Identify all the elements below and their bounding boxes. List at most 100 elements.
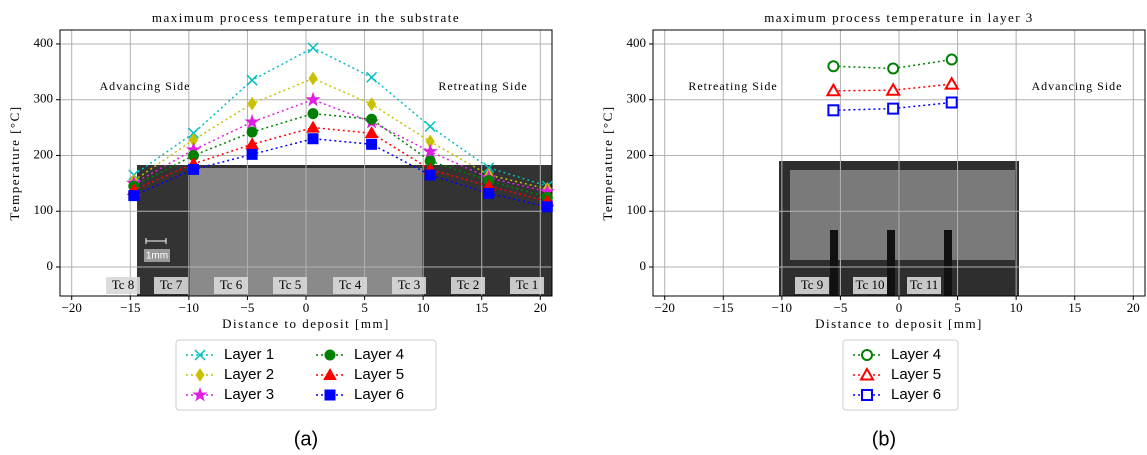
thermocouple-label: Tc 5 <box>273 277 307 294</box>
marker <box>308 134 318 144</box>
thermocouple-text: Tc 10 <box>855 277 884 292</box>
thermocouple-label: Tc 8 <box>106 277 140 294</box>
legend-marker <box>862 350 872 360</box>
x-tick-label: 20 <box>1127 300 1140 315</box>
thermocouple-label: Tc 10 <box>853 277 887 294</box>
annotation: Advancing Side <box>1032 79 1123 93</box>
legend-label: Layer 4 <box>891 346 941 363</box>
thermocouple-text: Tc 11 <box>910 277 939 292</box>
x-axis-label: Distance to deposit [mm] <box>222 316 390 331</box>
x-tick-label: −20 <box>655 300 675 315</box>
legend-label: Layer 1 <box>224 346 274 363</box>
marker <box>827 85 839 96</box>
y-tick-label: 400 <box>627 35 647 50</box>
micrograph <box>790 170 1015 260</box>
marker <box>425 170 435 180</box>
legend-label: Layer 5 <box>354 366 404 383</box>
panel-label: (b) <box>872 428 896 450</box>
annotation: Retreating Side <box>438 79 527 93</box>
scale-bar-label: 1mm <box>146 251 168 262</box>
marker <box>828 105 838 115</box>
y-axis-label: Temperature [°C] <box>7 105 22 220</box>
thermocouple-label: Tc 11 <box>907 277 941 294</box>
chart-title: maximum process temperature in layer 3 <box>764 10 1034 25</box>
legend-label: Layer 2 <box>224 366 274 383</box>
micrograph <box>944 230 952 296</box>
legend-label: Layer 4 <box>354 346 404 363</box>
legend-marker <box>325 390 335 400</box>
marker <box>189 164 199 174</box>
y-tick-label: 300 <box>34 91 54 106</box>
x-tick-label: −10 <box>772 300 792 315</box>
marker <box>307 93 319 105</box>
legend-marker <box>862 390 872 400</box>
x-tick-label: 0 <box>303 300 310 315</box>
x-tick-label: 5 <box>954 300 961 315</box>
marker <box>828 61 838 71</box>
marker <box>425 121 435 131</box>
y-tick-label: 300 <box>627 91 647 106</box>
marker <box>367 139 377 149</box>
micrograph <box>887 230 895 296</box>
marker <box>888 63 898 73</box>
y-tick-label: 200 <box>34 146 54 161</box>
thermocouple-text: Tc 3 <box>398 277 421 292</box>
x-tick-label: 15 <box>475 300 488 315</box>
x-tick-label: 10 <box>1010 300 1023 315</box>
y-axis-label: Temperature [°C] <box>600 105 615 220</box>
annotation: Advancing Side <box>100 79 191 93</box>
annotation: Retreating Side <box>688 79 777 93</box>
thermocouple-label: Tc 1 <box>510 277 544 294</box>
y-tick-label: 200 <box>627 146 647 161</box>
chart-title: maximum process temperature in the subst… <box>152 10 460 25</box>
marker <box>947 97 957 107</box>
marker <box>367 114 377 124</box>
marker <box>308 109 318 119</box>
marker <box>888 104 898 114</box>
x-tick-label: −20 <box>62 300 82 315</box>
x-tick-label: 15 <box>1068 300 1081 315</box>
x-tick-label: −5 <box>241 300 255 315</box>
x-tick-label: −15 <box>120 300 140 315</box>
thermocouple-label: Tc 2 <box>451 277 485 294</box>
thermocouple-text: Tc 2 <box>457 277 480 292</box>
thermocouple-text: Tc 4 <box>339 277 362 292</box>
y-tick-label: 400 <box>34 35 54 50</box>
y-tick-label: 100 <box>627 202 647 217</box>
x-tick-label: −10 <box>179 300 199 315</box>
marker <box>887 84 899 95</box>
y-tick-label: 0 <box>640 258 647 273</box>
thermocouple-text: Tc 8 <box>112 277 135 292</box>
marker <box>307 122 319 133</box>
thermocouple-label: Tc 9 <box>795 277 829 294</box>
marker <box>947 55 957 65</box>
x-tick-label: −15 <box>713 300 733 315</box>
x-axis-label: Distance to deposit [mm] <box>815 316 983 331</box>
x-tick-label: 20 <box>534 300 547 315</box>
legend-marker <box>325 350 335 360</box>
legend-label: Layer 5 <box>891 366 941 383</box>
marker <box>247 75 257 85</box>
thermocouple-text: Tc 5 <box>279 277 302 292</box>
x-tick-label: 5 <box>361 300 368 315</box>
marker <box>367 72 377 82</box>
panel-label: (a) <box>294 428 318 450</box>
legend-label: Layer 6 <box>354 386 404 403</box>
figure: −20−15−10−5051015200100200300400maximum … <box>0 0 1147 455</box>
marker <box>366 127 378 138</box>
thermocouple-text: Tc 1 <box>516 277 539 292</box>
marker <box>542 202 552 212</box>
thermocouple-label: Tc 4 <box>333 277 367 294</box>
legend-label: Layer 6 <box>891 386 941 403</box>
marker <box>247 149 257 159</box>
thermocouple-text: Tc 9 <box>801 277 824 292</box>
legend-label: Layer 3 <box>224 386 274 403</box>
micrograph <box>830 230 838 296</box>
marker <box>247 127 257 137</box>
x-tick-label: 0 <box>896 300 903 315</box>
thermocouple-label: Tc 3 <box>392 277 426 294</box>
marker <box>309 73 317 85</box>
thermocouple-text: Tc 6 <box>220 277 243 292</box>
thermocouple-text: Tc 7 <box>160 277 183 292</box>
y-tick-label: 0 <box>47 258 54 273</box>
